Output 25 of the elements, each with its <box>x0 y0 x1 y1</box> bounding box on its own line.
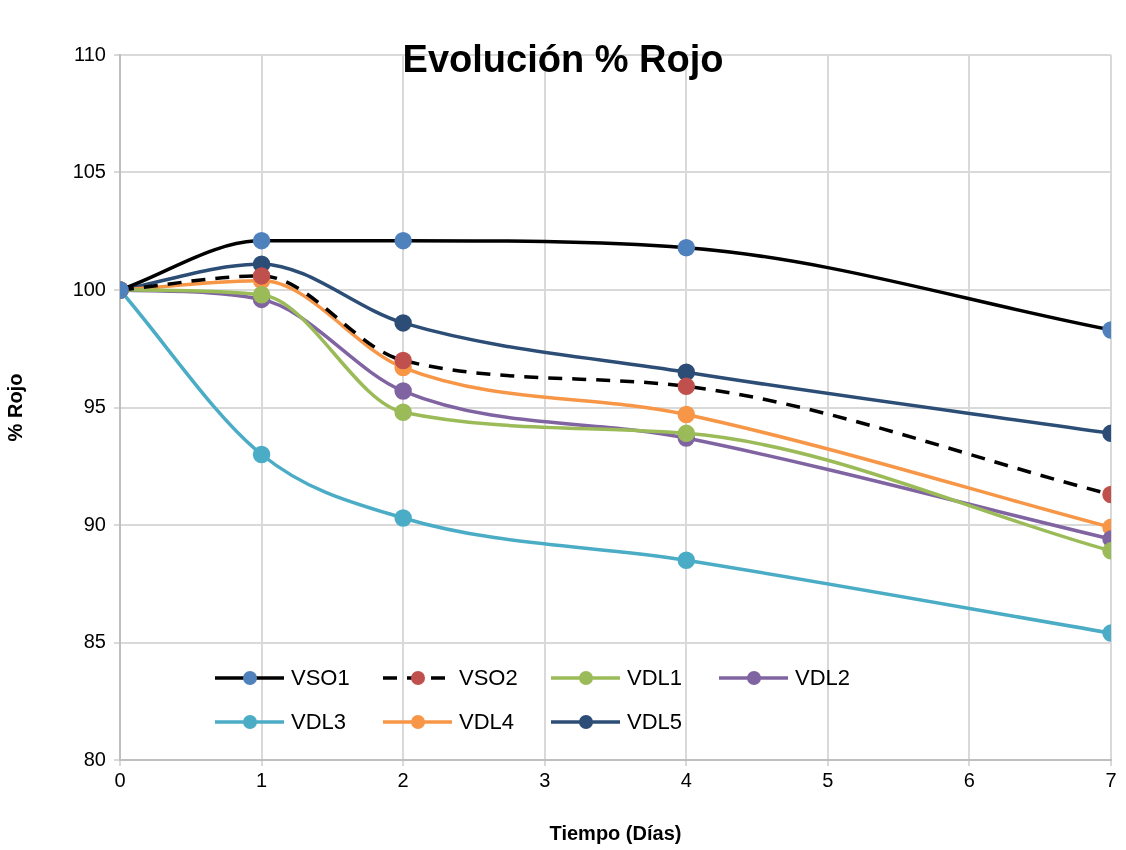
legend-label: VDL2 <box>795 665 851 691</box>
y-tick-label: 110 <box>74 42 106 65</box>
x-tick-label: 3 <box>539 768 551 791</box>
y-tick-label: 90 <box>83 512 106 535</box>
x-tick-label: 6 <box>963 768 975 791</box>
y-tick-label: 80 <box>83 747 106 770</box>
y-tick-label: 85 <box>83 630 106 653</box>
x-axis-title: Tiempo (Días) <box>549 821 682 844</box>
x-tick-label: 1 <box>256 768 268 791</box>
legend-label: VDL3 <box>291 709 347 735</box>
x-tick-label: 7 <box>1105 768 1117 791</box>
x-tick-label: 0 <box>114 768 126 791</box>
y-tick-label: 105 <box>72 160 106 183</box>
legend-label: VSO1 <box>291 665 350 691</box>
legend-label: VDL5 <box>627 709 683 735</box>
x-tick-label: 2 <box>397 768 409 791</box>
y-tick-label: 95 <box>83 395 106 418</box>
legend-label: VDL1 <box>627 665 683 691</box>
x-tick-label: 5 <box>822 768 834 791</box>
chart-title: Evolución % Rojo <box>402 38 724 81</box>
y-tick-label: 100 <box>72 277 106 300</box>
x-tick-label: 4 <box>680 768 692 791</box>
legend-label: VDL4 <box>459 709 515 735</box>
legend-label: VSO2 <box>459 665 518 691</box>
y-axis-title: % Rojo <box>3 373 26 442</box>
